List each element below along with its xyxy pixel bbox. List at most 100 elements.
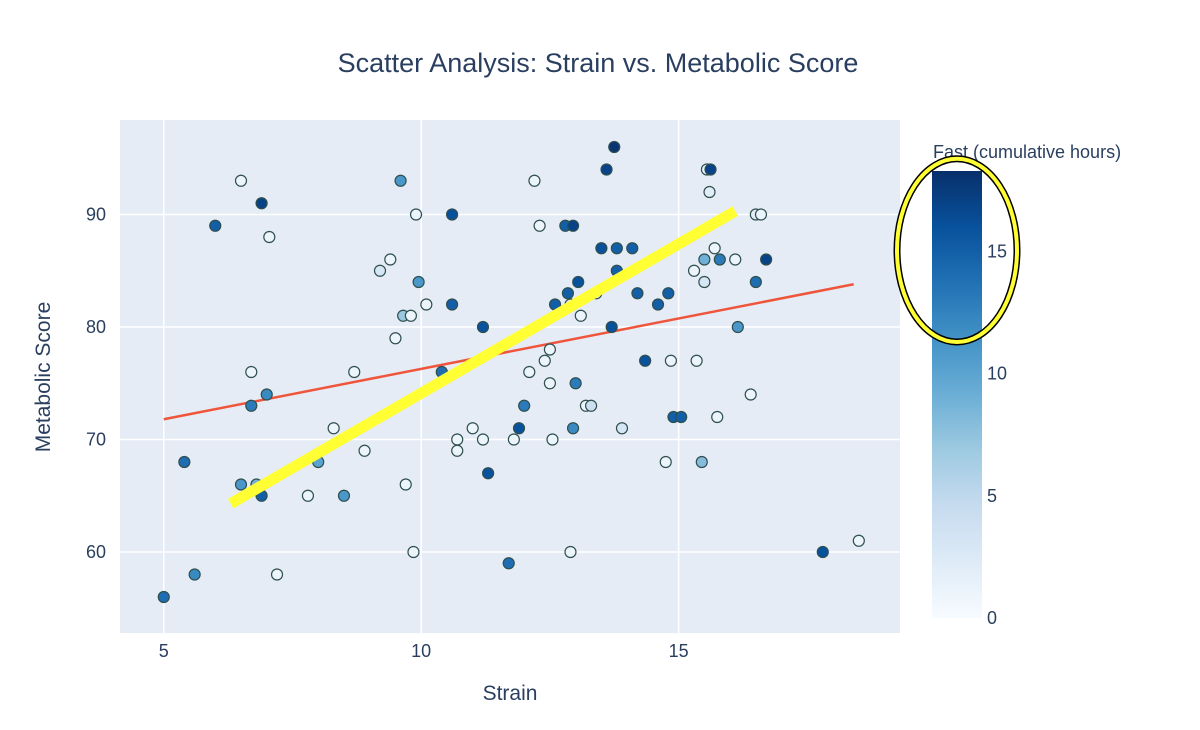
data-point [263, 230, 276, 244]
annotation-line-group [227, 206, 739, 509]
data-point [569, 377, 582, 390]
data-point [664, 354, 677, 367]
data-point [546, 433, 559, 446]
data-point [695, 455, 708, 469]
data-point [358, 444, 371, 457]
data-point [608, 140, 621, 154]
data-point [389, 332, 402, 345]
data-point [566, 422, 580, 435]
data-point [451, 444, 464, 457]
y-axis-title: Metabolic Score [32, 302, 55, 453]
data-point [412, 275, 425, 289]
data-point [188, 568, 201, 581]
data-point [538, 354, 551, 367]
colorbar-title: Fast (cumulative hours) [933, 142, 1121, 162]
y-tick-label: 90 [86, 205, 106, 225]
data-point [245, 399, 258, 412]
data-point [704, 163, 717, 176]
colorbar [932, 171, 982, 618]
y-tick-label: 60 [86, 542, 106, 562]
data-point [687, 264, 701, 277]
data-point [476, 320, 490, 334]
x-axis-ticks: 5 10 15 [159, 641, 689, 661]
data-point [445, 298, 459, 311]
chart-title: Scatter Analysis: Strain vs. Metabolic S… [338, 48, 859, 78]
data-point [394, 174, 407, 187]
trend-line-group [163, 283, 854, 421]
data-point [445, 208, 459, 221]
data-point [572, 275, 585, 289]
data-point [631, 287, 644, 300]
plot-area [120, 120, 900, 633]
data-point [337, 489, 351, 502]
x-axis-title: Strain [483, 682, 538, 705]
data-point [564, 545, 577, 559]
data-point [399, 478, 412, 491]
data-point [584, 399, 598, 412]
data-point [713, 253, 726, 266]
data-point [533, 219, 546, 232]
data-point [209, 219, 222, 232]
colorbar-tick-label: 5 [987, 486, 997, 506]
data-point [270, 568, 284, 581]
data-point [543, 377, 557, 390]
data-point [407, 545, 420, 559]
data-point [626, 242, 639, 255]
data-point [528, 174, 541, 187]
y-axis-ticks: 60 70 80 90 [86, 205, 106, 563]
data-point [731, 320, 744, 334]
x-tick-label: 10 [411, 641, 431, 661]
data-point [561, 287, 575, 300]
x-tick-label: 15 [669, 641, 689, 661]
colorbar-tick-label: 15 [987, 242, 1007, 262]
data-point [245, 365, 258, 379]
data-point [639, 354, 652, 367]
data-point [610, 242, 623, 255]
trend-line [163, 283, 854, 421]
data-point [595, 242, 608, 255]
data-point [698, 275, 711, 289]
data-point [466, 422, 479, 435]
data-point [690, 354, 703, 367]
y-tick-label: 70 [86, 430, 106, 450]
data-point [157, 590, 170, 604]
data-point [523, 365, 536, 379]
data-point [502, 557, 515, 570]
data-point [476, 433, 490, 446]
data-point [574, 309, 587, 322]
data-point [651, 298, 665, 311]
data-point [675, 410, 688, 424]
data-point [178, 455, 191, 469]
data-point [420, 298, 433, 311]
data-point [852, 534, 865, 547]
data-point [384, 253, 397, 266]
data-point [816, 545, 829, 559]
data-point [348, 365, 361, 379]
data-point [373, 264, 387, 277]
data-point [543, 343, 557, 356]
annotation-line [227, 206, 739, 509]
data-point [234, 478, 248, 491]
y-tick-label: 80 [86, 317, 106, 337]
data-point [451, 433, 464, 446]
data-point [659, 455, 672, 469]
highlight-ellipse-inner [895, 156, 1019, 344]
data-point [301, 489, 315, 502]
data-point [760, 253, 773, 266]
data-point [749, 275, 762, 289]
x-tick-label: 5 [159, 641, 169, 661]
data-point [260, 388, 273, 401]
data-point [482, 467, 495, 480]
data-point [518, 399, 531, 412]
data-point [404, 309, 417, 322]
data-point [600, 163, 613, 176]
data-point [662, 287, 675, 300]
data-point [566, 219, 580, 232]
colorbar-ticks: 0 5 10 15 [987, 242, 1007, 628]
data-point [255, 197, 268, 210]
data-point [729, 253, 742, 266]
data-point [744, 388, 757, 401]
data-point [409, 208, 423, 221]
data-point [711, 410, 724, 424]
